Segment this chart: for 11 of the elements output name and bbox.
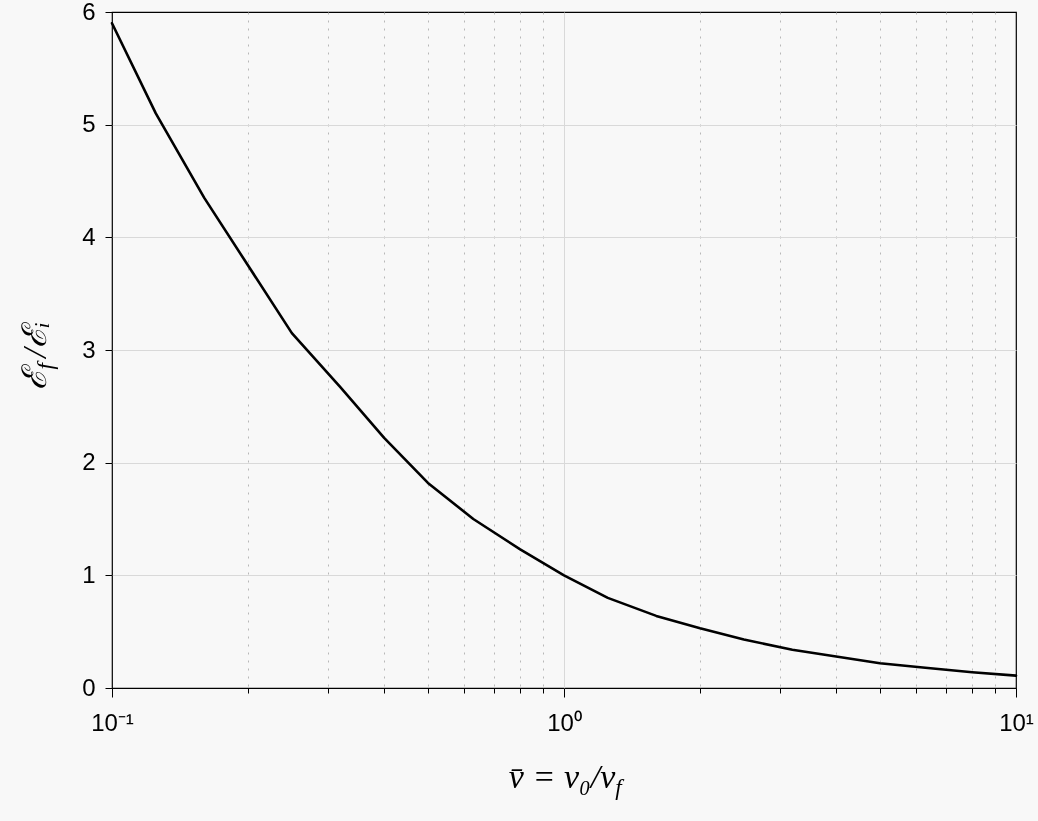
y-tick-label: 6 — [82, 0, 96, 25]
y-tick-label: 2 — [82, 448, 96, 476]
x-tick-label: 10⁰ — [547, 708, 582, 736]
x-tick-label: 10¹ — [999, 708, 1034, 736]
y-tick-label: 5 — [82, 110, 96, 138]
y-tick-label: 4 — [82, 222, 96, 250]
y-axis-title: ℰf/ℰᵢ — [16, 321, 59, 391]
y-tick-label: 1 — [82, 560, 96, 588]
y-tick-label: 3 — [82, 335, 96, 363]
x-tick-label: 10⁻¹ — [91, 708, 134, 736]
y-tick-label: 0 — [82, 673, 96, 701]
